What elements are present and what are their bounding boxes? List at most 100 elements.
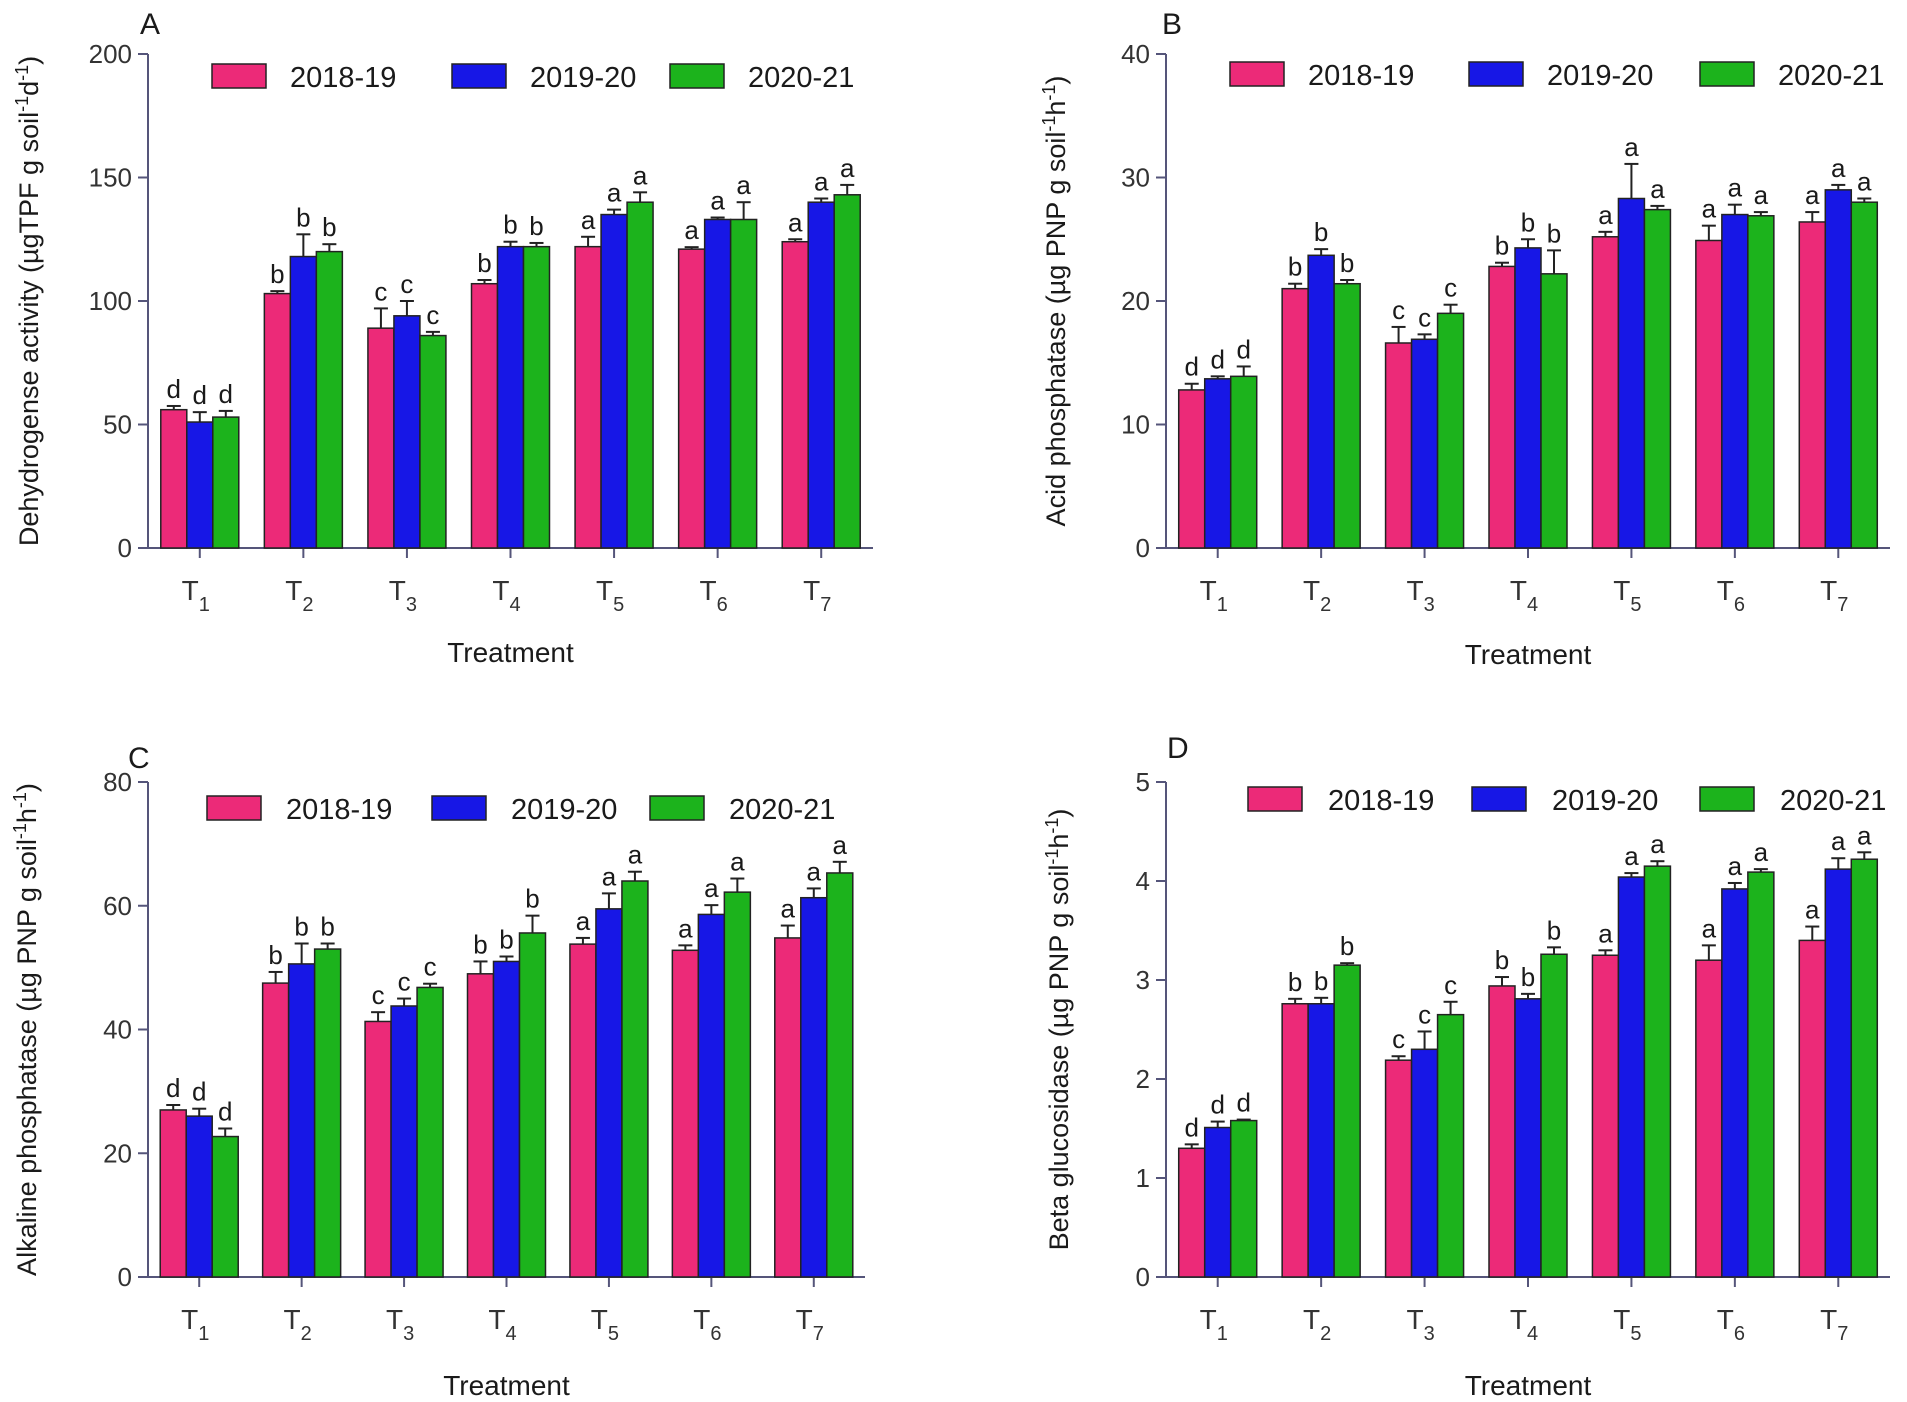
panel-a-bar	[160, 408, 188, 549]
panel-a-bar	[729, 218, 758, 549]
panel-a-sig-letter: c	[426, 300, 439, 330]
panel-c-sig-letter: d	[218, 1097, 232, 1127]
panel-c-bar	[390, 1005, 418, 1278]
panel-a-legend-swatch	[211, 63, 267, 89]
panel-b-sig-letter: c	[1392, 295, 1405, 325]
panel-d-bar	[1850, 858, 1879, 1278]
panel-a-x-tick-label: T1	[182, 575, 210, 616]
panel-d-bar	[1824, 868, 1853, 1278]
panel-b-sig-letter: b	[1340, 248, 1354, 278]
panel-c-sig-letter: a	[602, 861, 617, 891]
panel-c-sig-letter: d	[192, 1077, 206, 1107]
panel-b-sig-letter: a	[1650, 174, 1665, 204]
panel-a-bar	[289, 255, 318, 549]
panel-b-legend-label: 2020-21	[1778, 60, 1884, 92]
panel-a-x-tick-label: T4	[492, 575, 520, 616]
panel-a-sig-letter: d	[167, 374, 181, 404]
panel-c-x-tick-label: T3	[386, 1304, 414, 1345]
panel-c-legend-swatch	[206, 795, 262, 821]
panel-d-bar	[1203, 1126, 1232, 1278]
panel-c-bar	[671, 949, 700, 1278]
panel-d-bar	[1229, 1119, 1258, 1278]
panel-b-bar	[1540, 273, 1568, 549]
panel-b-bar	[1798, 221, 1827, 549]
panel-d-bar	[1333, 964, 1361, 1278]
panel-b-x-axis-label: Treatment	[1465, 639, 1592, 670]
panel-d-legend-label: 2018-19	[1328, 785, 1434, 817]
panel-c-bar	[492, 960, 521, 1278]
panel-c-sig-letter: b	[320, 911, 334, 941]
panel-d-sig-letter: b	[1547, 915, 1561, 945]
panel-d-sig-letter: a	[1702, 913, 1717, 943]
panel-c-bar	[569, 943, 597, 1278]
panel-a-bar	[470, 282, 499, 549]
panel-d-y-tick-label: 2	[1136, 1064, 1150, 1094]
panel-a-bar	[367, 327, 395, 549]
panel-b-bar	[1824, 189, 1853, 549]
panel-b-y-tick-label: 0	[1136, 533, 1150, 563]
panel-a-bar	[315, 250, 344, 549]
panel-c-y-tick-label: 80	[103, 767, 132, 797]
panel-b-bar	[1229, 375, 1258, 549]
panel-a-sig-letter: b	[477, 248, 491, 278]
panel-c-sig-letter: a	[628, 840, 643, 870]
panel-d-bar	[1177, 1147, 1206, 1278]
panel-b-sig-letter: b	[1288, 252, 1302, 282]
panel-b-y-axis-label: Acid phosphatase (µg PNP g soil-1h-1)	[1039, 76, 1071, 527]
panel-c-y-axis-label: Alkaline phosphatase (µg PNP g soil-1h-1…	[10, 783, 42, 1276]
panel-d-sig-letter: b	[1521, 962, 1535, 992]
panel-c-bar	[466, 973, 495, 1278]
panel-a-sig-letter: a	[710, 186, 725, 216]
panel-c-bar	[211, 1135, 239, 1278]
panel-d-bar	[1307, 1003, 1335, 1278]
panel-b-sig-letter: a	[1831, 153, 1846, 183]
panel-a-sig-letter: b	[296, 202, 310, 232]
panel-b-bar	[1307, 254, 1335, 549]
panel-a-sig-letter: d	[193, 380, 207, 410]
panel-a-sig-letter: b	[503, 210, 517, 240]
panel-c-sig-letter: d	[166, 1073, 180, 1103]
panel-a-letter: A	[140, 8, 160, 41]
panel-b-sig-letter: a	[1598, 200, 1613, 230]
panel-b-x-tick-label: T2	[1303, 575, 1331, 616]
panel-d-bar	[1591, 954, 1620, 1278]
panel-d-bar	[1721, 888, 1749, 1278]
panel-b-x-tick-label: T1	[1200, 575, 1228, 616]
panel-c-legend-label: 2020-21	[729, 794, 835, 826]
panel-c-sig-letter: a	[678, 913, 693, 943]
panel-d-sig-letter: c	[1418, 999, 1431, 1029]
panel-a-bar	[703, 218, 732, 549]
panel-c-legend-label: 2018-19	[286, 794, 392, 826]
panel-b-bar	[1384, 342, 1413, 549]
panel-d-y-tick-label: 0	[1136, 1262, 1150, 1292]
panel-c-bar	[774, 937, 802, 1278]
panel-d-y-axis-label: Beta glucosidase (µg PNP g soil-1h-1)	[1042, 809, 1074, 1251]
panel-a-bar	[393, 315, 421, 549]
panel-c-sig-letter: b	[473, 929, 487, 959]
panel-c-y-tick-label: 40	[103, 1015, 132, 1045]
panel-b-bar	[1591, 236, 1620, 549]
panel-a-sig-letter: b	[322, 212, 336, 242]
panel-c-bar	[313, 948, 342, 1278]
panel-b-bar	[1333, 282, 1361, 549]
panel-c-bar	[159, 1109, 187, 1278]
panel-d-y-tick-label: 3	[1136, 965, 1150, 995]
panel-a-sig-letter: a	[840, 153, 855, 183]
panel-b-sig-letter: d	[1236, 334, 1250, 364]
panel-b-bar	[1203, 378, 1232, 549]
panel-d-bar	[1384, 1059, 1413, 1278]
panel-c-bar	[518, 932, 547, 1278]
panel-d-sig-letter: b	[1340, 931, 1354, 961]
panel-a-x-tick-label: T7	[803, 575, 831, 616]
panel-b-sig-letter: a	[1624, 132, 1639, 162]
panel-b-bar	[1410, 338, 1439, 549]
panel-a-y-axis-label: Dehydrogense activity (µgTPF g soil-1d-1…	[12, 56, 44, 546]
panel-a-bar	[574, 245, 602, 549]
panel-b-bar	[1281, 287, 1309, 549]
panel-c-letter: C	[128, 742, 150, 775]
panel-a-x-axis-label: Treatment	[447, 637, 574, 668]
panel-d-x-tick-label: T6	[1717, 1304, 1745, 1345]
panel-d-legend-label: 2019-20	[1552, 785, 1658, 817]
panel-c-bar	[261, 982, 290, 1278]
